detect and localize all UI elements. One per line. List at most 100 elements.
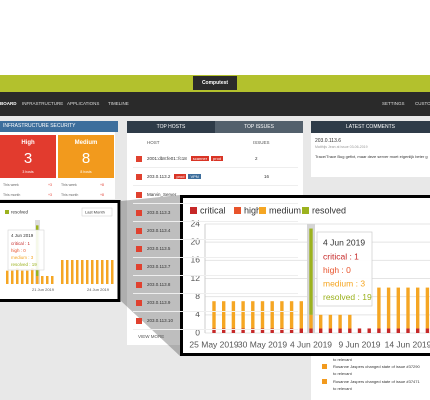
tooltip-title: 4 Jun 2019 [11,233,34,238]
bar [289,301,294,329]
legend-label: high [244,205,261,215]
y-tick-label: 12 [191,273,201,283]
row-divider [133,257,298,258]
bar [396,328,400,333]
bar [96,260,99,284]
nav-item: BOARD [0,101,17,106]
bar [367,328,371,333]
activity-text: Rosanne Jaspers changed state of issue #… [333,364,420,369]
bar [425,287,430,329]
bar [16,268,19,284]
badge: prod [211,156,224,161]
severity-icon [136,210,142,216]
bar [36,276,39,284]
legend-swatch [259,207,266,214]
badge: VPN [188,174,201,179]
bar [41,276,44,284]
bar [416,287,420,329]
zoom-chart: critical high medium resolved 0 4 8 12 16 20 24 25 … [180,195,430,356]
card-sub: 8 hosts [80,170,92,174]
host-row: 203.0.113.3 [147,210,174,215]
host-row: 203.0.113.7 [147,264,174,269]
tooltip-line: critical : 1 [11,241,31,246]
bar [357,328,362,333]
tooltip-line: critical : 1 [323,251,359,261]
bar [338,328,342,333]
dropdown[interactable] [81,207,113,217]
bar [270,301,274,329]
x-tick-label: 9 Jun 2019 [338,339,380,349]
bar [241,301,245,329]
tooltip-line: medium : 3 [11,255,34,260]
nav-item: TIMELINE [108,101,129,106]
bar [11,270,14,284]
legend-label: medium [269,205,301,215]
activity-icon [322,364,327,369]
row-divider [133,329,298,330]
bar [280,301,284,329]
row-divider [133,239,298,240]
host-row: 203.0.113.10 [147,318,177,323]
tooltip-line: resolved : 19 [323,292,372,302]
host-row: 203.0.113.9 [147,300,174,305]
nav-item: CUSTOM [415,101,430,106]
host-row: Marvin_Server [147,192,180,197]
bar [231,301,236,329]
tooltip [316,231,373,307]
comment-text: Trace/Trace Bug gefixt, maar deze server… [315,154,428,159]
issue-count: 2 [255,156,258,161]
card-label: High [21,140,35,146]
comment-meta: Matthijs Jean at issue 03-06-2019 [315,145,368,149]
infra-stat: This week [3,183,19,187]
bar [406,287,410,329]
bar [280,328,284,333]
legend-swatch [302,207,309,214]
host-name: 203.0.113.4 [147,228,171,233]
tooltip-line: high : 0 [323,265,351,275]
activity-text: to relevant [333,386,352,391]
bar [260,328,265,333]
bar [212,301,216,329]
x-tick-label: 4 Jun 2019 [290,339,332,349]
legend-label: resolved [11,210,29,215]
tab: TOP HOSTS [127,121,215,133]
comment-host: 203.0.113.6 [315,138,342,144]
y-tick-label: 0 [195,327,200,337]
severity-icon [136,192,142,198]
nav-bar [0,92,430,116]
bar [46,276,49,284]
host-name: 2001:db8:fe01::fc18 [147,156,187,161]
x-tick-label: 25 May 2019 [189,339,238,349]
tooltip-line: medium : 3 [323,278,365,288]
bar [71,260,74,284]
bar [309,328,313,333]
infra-stat: +8 [100,193,104,197]
bar [21,270,24,284]
legend-swatch [190,207,197,214]
infra-stat: This month [61,193,79,197]
y-tick-label: 24 [191,218,201,228]
tooltip [7,229,45,271]
severity-card [0,135,56,178]
nav-item: SETTINGS [382,101,405,106]
bar [270,328,274,333]
card-sub: 3 hosts [22,170,34,174]
activity-text: Rosanne Jaspers changed state of issue #… [333,379,420,384]
host-name: 203.0.113.8 [147,282,171,287]
bar [26,270,29,284]
severity-icon [136,156,142,162]
bar [377,328,381,333]
bar [101,260,104,284]
y-tick-label: 16 [191,255,201,265]
bar [61,260,64,284]
bar [328,314,333,329]
host-row: 2001:db8:fe01::fc18 scanner prod [147,156,225,161]
small-chart: resolved Last Month 4 Jun 2019 critical : 1… [0,200,121,302]
y-tick-label: 8 [195,291,200,301]
severity-icon [136,174,142,180]
card-count: 8 [81,150,91,167]
bar [231,328,236,333]
host-name: 203.0.113.9 [147,300,171,305]
bar [31,268,34,284]
infra-stat: +3 [48,183,52,187]
